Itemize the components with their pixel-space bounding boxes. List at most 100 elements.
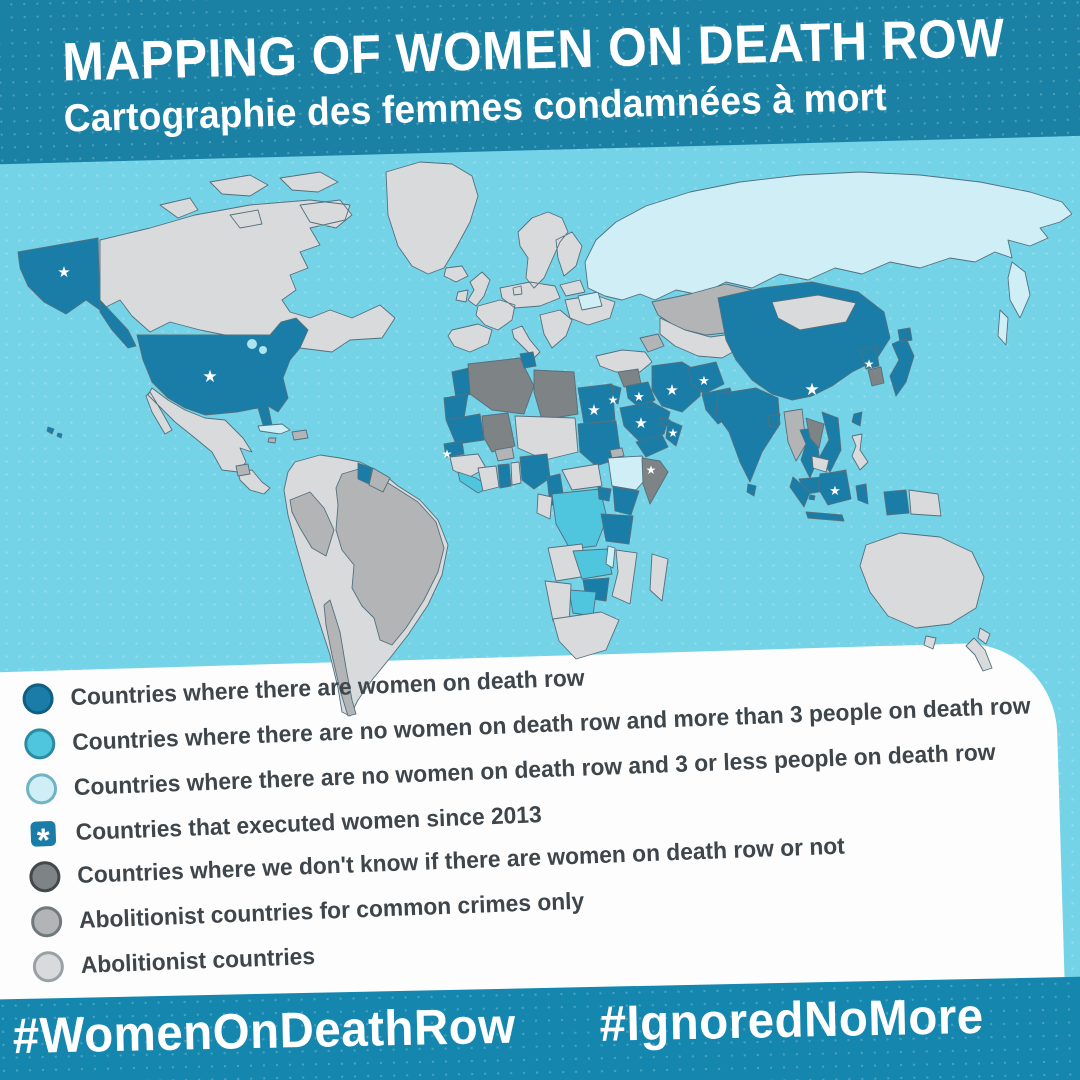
region-car-south-sudan bbox=[561, 463, 603, 491]
legend-swatch-abolitionist-icon bbox=[32, 950, 65, 983]
country-nigeria bbox=[519, 453, 551, 490]
great-lakes bbox=[247, 339, 257, 349]
country-oman bbox=[665, 419, 683, 447]
legend-label: Countries that executed women since 2013 bbox=[75, 801, 543, 846]
svg-text:★: ★ bbox=[634, 415, 647, 432]
country-brazil bbox=[335, 467, 445, 646]
svg-text:★: ★ bbox=[202, 367, 217, 386]
country-sri-lanka bbox=[746, 483, 757, 497]
region-central-asia bbox=[659, 317, 741, 359]
region-niger-chad bbox=[514, 415, 579, 461]
country-tanzania bbox=[600, 513, 634, 545]
country-mauritania bbox=[445, 413, 485, 445]
country-hawaii bbox=[46, 426, 63, 439]
region-suriname-guiana bbox=[368, 467, 391, 493]
country-tunisia bbox=[519, 351, 537, 369]
svg-text:★: ★ bbox=[442, 447, 453, 461]
svg-text:★: ★ bbox=[665, 382, 678, 399]
country-afghanistan bbox=[687, 361, 725, 395]
country-belarus bbox=[577, 291, 603, 311]
legend: Countries where there are women on death… bbox=[22, 644, 1070, 997]
country-indonesia bbox=[789, 470, 910, 522]
country-mongolia bbox=[771, 294, 857, 331]
country-iceland bbox=[443, 265, 469, 283]
country-laos bbox=[805, 417, 825, 449]
svg-text:★: ★ bbox=[57, 264, 70, 281]
country-somalia bbox=[641, 457, 669, 505]
region-western-sahara bbox=[443, 393, 469, 421]
legend-swatch-no-women-3-or-less-icon bbox=[25, 772, 58, 805]
country-uae bbox=[659, 417, 671, 427]
country-png bbox=[908, 489, 942, 517]
country-india bbox=[715, 387, 781, 483]
legend-swatch-unknown-icon bbox=[28, 860, 62, 893]
country-saudi-arabia bbox=[619, 401, 671, 443]
great-lakes bbox=[259, 346, 267, 354]
country-guatemala bbox=[235, 463, 251, 477]
country-alaska bbox=[17, 237, 137, 349]
svg-text:★: ★ bbox=[698, 373, 710, 388]
region-central-america bbox=[237, 469, 271, 495]
hashtags: #WomenOnDeathRow #IgnoredNoMore bbox=[12, 986, 1005, 1065]
country-japan bbox=[889, 327, 915, 397]
country-peru bbox=[289, 491, 335, 557]
svg-text:★: ★ bbox=[633, 389, 645, 404]
country-yemen bbox=[635, 434, 669, 458]
region-togo-benin bbox=[510, 461, 522, 486]
country-algeria bbox=[467, 357, 535, 415]
svg-text:★: ★ bbox=[668, 426, 679, 440]
country-mali bbox=[481, 412, 516, 453]
country-uganda bbox=[597, 486, 612, 502]
hashtag-ignored-no-more: #IgnoredNoMore bbox=[599, 987, 985, 1052]
country-cuba bbox=[257, 423, 291, 435]
country-myanmar bbox=[783, 408, 807, 462]
country-jamaica bbox=[267, 437, 277, 444]
region-europe bbox=[447, 211, 616, 359]
country-mozambique bbox=[611, 549, 638, 605]
country-ivory-coast bbox=[477, 465, 500, 492]
country-greenland bbox=[385, 161, 479, 275]
svg-text:★: ★ bbox=[864, 357, 875, 371]
country-botswana bbox=[568, 589, 597, 617]
country-turkey bbox=[595, 349, 653, 373]
legend-label: Abolitionist countries bbox=[80, 942, 316, 978]
country-south-africa bbox=[552, 611, 620, 660]
country-singapore bbox=[808, 494, 816, 501]
country-vietnam bbox=[818, 411, 842, 473]
svg-text:★: ★ bbox=[587, 402, 600, 419]
country-australia bbox=[859, 532, 985, 650]
country-kenya bbox=[612, 486, 640, 516]
country-egypt bbox=[577, 383, 616, 425]
country-chile bbox=[323, 599, 357, 717]
execution-stars: ★ ★ ★ ★ ★ ★ ★ ★ ★ ★ ★ ★ ★ ★ bbox=[57, 264, 874, 498]
region-senegal-gambia bbox=[443, 440, 465, 458]
country-taiwan bbox=[851, 411, 863, 427]
country-north-korea bbox=[859, 345, 880, 370]
country-south-korea bbox=[867, 366, 885, 387]
legend-swatch-women-on-death-row-icon bbox=[22, 682, 55, 715]
country-cambodia bbox=[811, 455, 830, 473]
country-zambia bbox=[572, 548, 613, 580]
svg-text:★: ★ bbox=[829, 483, 841, 498]
country-new-zealand bbox=[965, 627, 993, 672]
svg-text:★: ★ bbox=[804, 380, 819, 399]
country-canada bbox=[99, 171, 396, 353]
svg-text:★: ★ bbox=[646, 463, 657, 477]
hashtag-women-on-death-row: #WomenOnDeathRow bbox=[12, 997, 517, 1065]
country-eritrea bbox=[609, 447, 625, 459]
country-bangladesh bbox=[767, 413, 781, 429]
region-caucasus bbox=[639, 333, 665, 353]
region-hispaniola bbox=[291, 429, 309, 441]
legend-swatch-executed-since-2013-icon: * bbox=[30, 821, 57, 858]
country-kuwait bbox=[646, 401, 655, 409]
region-gabon-congo bbox=[536, 493, 553, 520]
legend-swatch-no-women-more-than-3-icon bbox=[23, 727, 56, 760]
country-ghana bbox=[497, 463, 512, 489]
country-philippines bbox=[851, 433, 869, 471]
country-usa bbox=[136, 317, 309, 429]
legend-swatch-abolitionist-common-crimes-icon bbox=[30, 905, 63, 938]
country-malawi bbox=[605, 545, 616, 569]
svg-text:★: ★ bbox=[608, 393, 619, 407]
